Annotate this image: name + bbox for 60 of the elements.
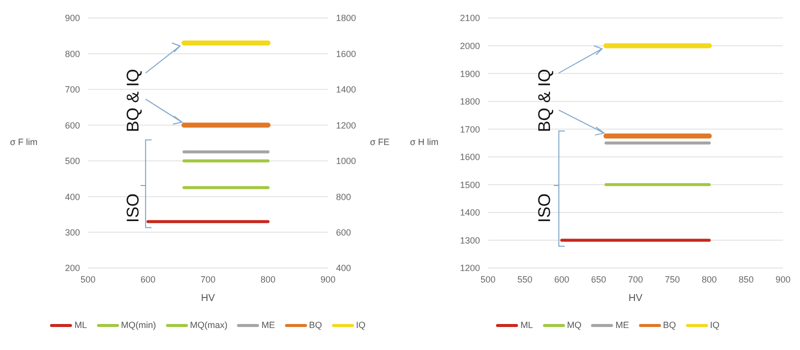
x-tick-label: 800	[260, 274, 276, 284]
annotation: ISO	[534, 193, 554, 223]
y2-tick-label: 1400	[336, 84, 356, 95]
x-tick-label: 750	[664, 274, 680, 284]
y-tick-label: 900	[64, 13, 80, 24]
x-tick-label: 800	[702, 274, 717, 284]
y-tick-label: 1200	[460, 263, 480, 274]
y-tick-label: 1900	[460, 68, 480, 79]
y-tick-label: 1300	[460, 235, 480, 246]
y-axis-title: σ H lim	[410, 137, 439, 147]
y-axis-title: σ F lim	[10, 137, 38, 147]
x-tick-label: 650	[591, 274, 606, 284]
legend-label: MQ	[566, 320, 582, 330]
y-tick-label: 400	[64, 192, 80, 202]
x-tick-label: 700	[628, 274, 644, 284]
y2-axis-title: σ FE	[370, 137, 390, 147]
y2-tick-label: 1200	[336, 120, 356, 130]
x-tick-label: 500	[480, 274, 496, 284]
y-tick-label: 1700	[460, 124, 480, 134]
legend-label: IQ	[355, 320, 366, 330]
y2-tick-label: 400	[336, 263, 352, 274]
y-tick-label: 1800	[460, 96, 480, 107]
y2-tick-label: 1800	[336, 13, 356, 24]
x-tick-label: 600	[554, 274, 570, 284]
x-tick-label: 900	[775, 274, 791, 284]
x-axis-title: HV	[201, 293, 216, 304]
legend-label: ME	[260, 320, 275, 330]
legend-label: MQ(min)	[120, 320, 156, 330]
y-tick-label: 700	[64, 84, 80, 95]
annotation: ISO	[123, 193, 142, 223]
x-tick-label: 850	[738, 274, 754, 284]
x-axis-title: HV	[628, 293, 643, 304]
legend-label: ME	[614, 320, 629, 330]
legend-label: BQ	[308, 320, 322, 330]
y-tick-label: 800	[64, 48, 80, 59]
x-tick-label: 900	[320, 274, 336, 284]
legend-label: ML	[519, 320, 533, 330]
annotation: BQ & IQ	[123, 68, 142, 132]
legend-label: BQ	[662, 320, 676, 330]
legend-label: MQ(max)	[188, 320, 228, 330]
y-tick-label: 1600	[460, 152, 480, 162]
y-tick-label: 1500	[460, 180, 480, 190]
y-tick-label: 1400	[460, 208, 480, 218]
y-tick-label: 2000	[460, 40, 480, 51]
y-tick-label: 500	[64, 156, 80, 166]
y-tick-label: 200	[64, 263, 80, 274]
x-tick-label: 600	[140, 274, 156, 284]
annotation: BQ & IQ	[534, 68, 554, 132]
y2-tick-label: 800	[336, 192, 352, 202]
y2-tick-label: 600	[336, 227, 352, 238]
x-tick-label: 700	[200, 274, 216, 284]
y-tick-label: 600	[64, 120, 80, 130]
x-tick-label: 550	[517, 274, 532, 284]
y2-tick-label: 1000	[336, 156, 356, 166]
y2-tick-label: 1600	[336, 48, 356, 59]
y-tick-label: 2100	[460, 13, 480, 24]
legend-label: IQ	[709, 320, 720, 330]
y-tick-label: 300	[64, 227, 80, 238]
legend-label: ML	[73, 320, 87, 330]
x-tick-label: 500	[80, 274, 96, 284]
